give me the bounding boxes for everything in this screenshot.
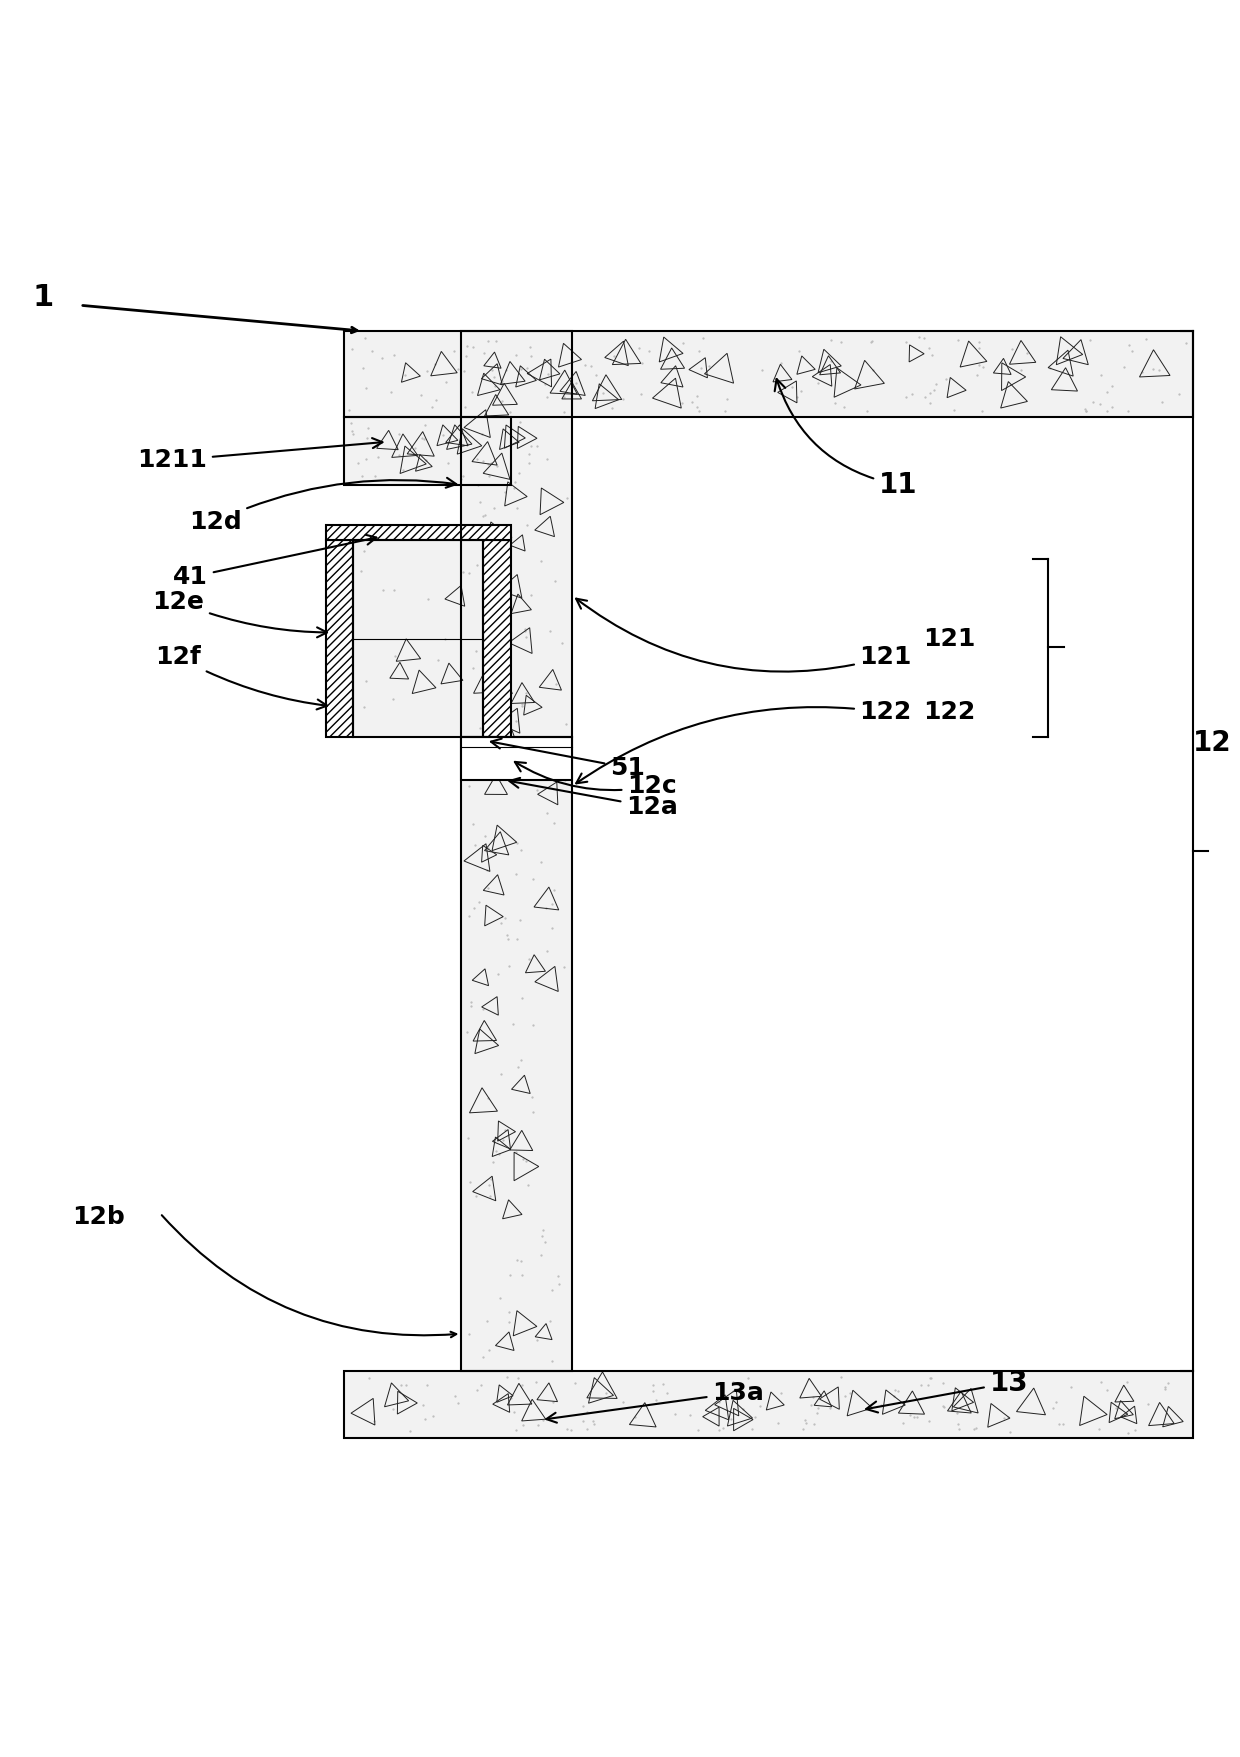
Text: 12f: 12f: [155, 645, 327, 710]
Text: 12b: 12b: [72, 1205, 125, 1228]
Text: 12: 12: [1193, 729, 1231, 757]
Bar: [326, 539, 353, 736]
Text: 121: 121: [923, 627, 975, 650]
Bar: [345, 416, 511, 485]
Bar: [345, 330, 1193, 416]
Text: 12c: 12c: [515, 763, 677, 798]
Bar: [461, 330, 572, 1370]
Text: 12e: 12e: [153, 590, 327, 638]
Bar: [461, 330, 572, 1370]
Bar: [345, 1370, 1193, 1439]
Bar: [353, 539, 484, 736]
Bar: [484, 539, 511, 736]
Text: 12d: 12d: [188, 478, 456, 534]
Text: 11: 11: [775, 380, 918, 499]
Bar: [345, 330, 1193, 416]
Text: 12a: 12a: [510, 778, 678, 819]
Bar: [345, 416, 511, 485]
Text: 122: 122: [923, 701, 975, 724]
Text: 1: 1: [32, 283, 53, 313]
Bar: [345, 1370, 1193, 1439]
Text: 1211: 1211: [138, 437, 382, 473]
Text: 51: 51: [491, 738, 645, 780]
Text: 41: 41: [174, 534, 377, 589]
Text: 13a: 13a: [547, 1381, 764, 1423]
Bar: [326, 525, 511, 539]
Text: 121: 121: [577, 599, 911, 671]
Text: 122: 122: [577, 701, 911, 784]
Bar: [461, 736, 572, 780]
Text: 13: 13: [867, 1369, 1028, 1413]
Bar: [353, 539, 484, 736]
